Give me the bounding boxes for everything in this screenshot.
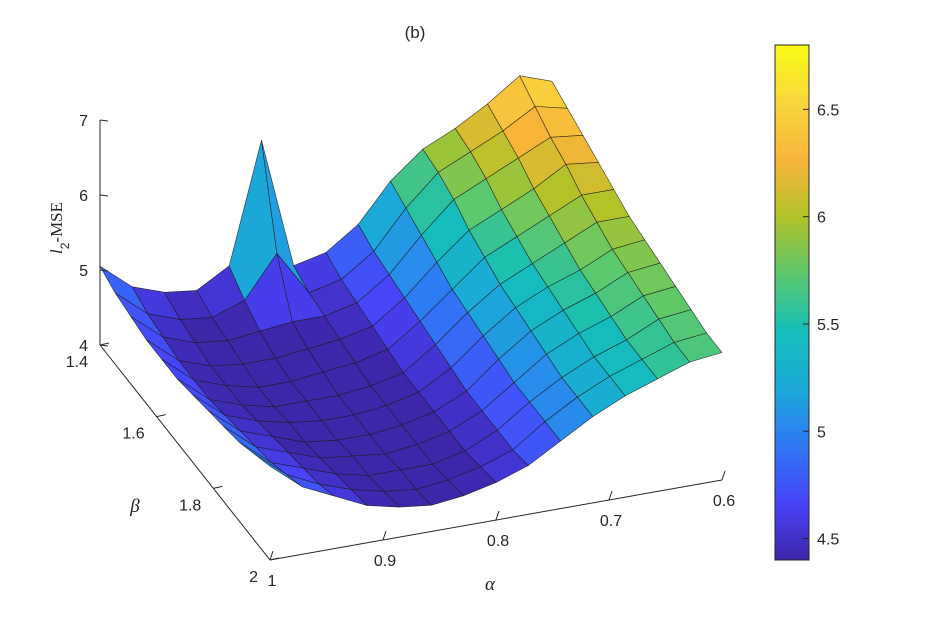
chart-title: (b) (405, 23, 426, 42)
y-tick (99, 342, 110, 346)
colorbar-tick-label: 5.5 (817, 317, 839, 334)
z-tick (99, 344, 109, 347)
y-tick-label: 1.4 (66, 354, 88, 371)
x-tick (269, 550, 274, 561)
colorbar-tick-label: 6.5 (817, 102, 839, 119)
colorbar (774, 44, 810, 561)
colorbar-ticks: 4.5 5 5.5 6 6.5 (803, 102, 839, 549)
z-tick-label: 4 (79, 338, 88, 355)
x-tick-label: 0.7 (600, 513, 622, 530)
y-tick (156, 414, 166, 418)
y-axis-line (99, 344, 271, 561)
y-axis-label: β (129, 496, 140, 517)
x-tick (382, 530, 387, 541)
x-axis-label: α (485, 574, 496, 595)
z-axis-label: l2-MSE (47, 202, 72, 254)
x-tick (721, 470, 726, 481)
z-tick (99, 119, 109, 122)
axis-ticks: 1 0.9 0.8 0.7 0.6 1.4 1.6 1.8 2 4 5 6 7 (66, 113, 735, 590)
z-tick (99, 269, 109, 272)
x-tick (495, 510, 500, 521)
x-tick-label: 0.9 (374, 553, 396, 570)
y-tick-label: 1.8 (179, 497, 201, 514)
z-tick-label: 6 (79, 188, 88, 205)
y-tick-label: 2 (249, 569, 258, 586)
x-tick-label: 1 (268, 573, 277, 590)
z-tick (99, 194, 109, 197)
y-tick (269, 557, 280, 561)
colorbar-tick-label: 4.5 (817, 532, 839, 549)
colorbar-tick-label: 6 (817, 210, 826, 227)
z-tick-label: 5 (79, 263, 88, 280)
x-tick-label: 0.8 (487, 533, 509, 550)
surface-plot (99, 75, 723, 508)
x-tick-label: 0.6 (713, 493, 735, 510)
y-tick (213, 485, 223, 489)
z-tick-label: 7 (79, 113, 88, 130)
colorbar-tick-label: 5 (817, 424, 826, 441)
y-tick-label: 1.6 (122, 426, 144, 443)
x-tick (608, 490, 613, 501)
surface-patch (673, 332, 723, 363)
